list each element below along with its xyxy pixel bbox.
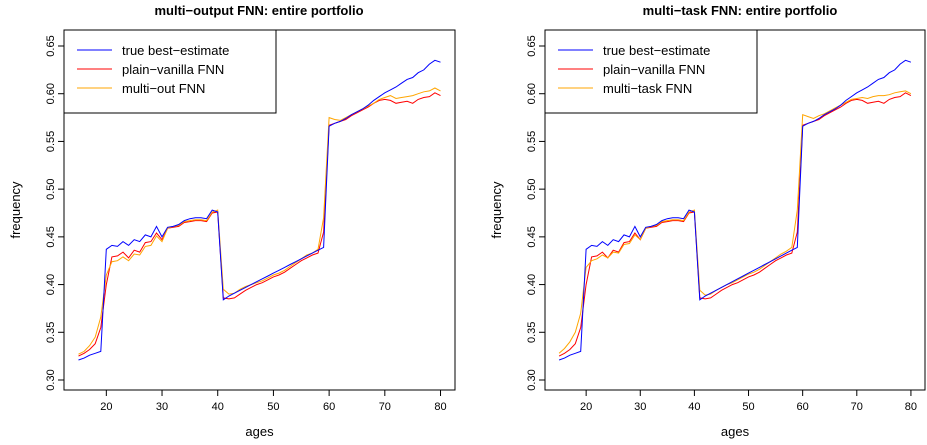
y-tick-label: 0.30 xyxy=(526,369,538,390)
legend-label: true best−estimate xyxy=(603,43,710,58)
x-tick-label: 30 xyxy=(634,401,646,413)
x-tick-label: 70 xyxy=(851,401,863,413)
y-tick-label: 0.50 xyxy=(526,178,538,199)
legend-label: plain−vanilla FNN xyxy=(122,62,224,77)
x-tick-label: 40 xyxy=(212,401,224,413)
x-tick-label: 50 xyxy=(267,401,279,413)
y-tick-label: 0.55 xyxy=(45,131,57,152)
y-tick-label: 0.40 xyxy=(526,274,538,295)
y-axis-label: frequency xyxy=(8,181,23,239)
y-tick-label: 0.35 xyxy=(526,322,538,343)
series-line-1 xyxy=(558,59,912,361)
x-tick-label: 70 xyxy=(379,401,391,413)
x-tick-label: 30 xyxy=(156,401,168,413)
legend-label: plain−vanilla FNN xyxy=(603,62,705,77)
y-tick-label: 0.55 xyxy=(526,131,538,152)
x-tick-label: 60 xyxy=(323,401,335,413)
x-axis-label: ages xyxy=(245,424,274,439)
chart-panel-1: multi−output FNN: entire portfolio 20 30 40… xyxy=(8,3,456,439)
x-tick-label: 80 xyxy=(434,401,446,413)
x-axis-label: ages xyxy=(721,424,750,439)
legend-label: multi−out FNN xyxy=(122,81,205,96)
chart-title: multi−task FNN: entire portfolio xyxy=(643,3,838,18)
y-tick-label: 0.45 xyxy=(526,226,538,247)
legend-label: true best−estimate xyxy=(122,43,229,58)
x-tick-label: 20 xyxy=(100,401,112,413)
y-tick-label: 0.60 xyxy=(526,83,538,104)
y-tick-label: 0.65 xyxy=(526,35,538,56)
x-tick-label: 40 xyxy=(688,401,700,413)
legend-box xyxy=(63,29,277,114)
legend-label: multi−task FNN xyxy=(603,81,692,96)
y-tick-label: 0.45 xyxy=(45,226,57,247)
x-tick-label: 50 xyxy=(742,401,754,413)
series-line-3 xyxy=(78,87,441,355)
y-axis-label: frequency xyxy=(489,181,504,239)
x-tick-label: 80 xyxy=(905,401,917,413)
y-tick-label: 0.40 xyxy=(45,274,57,295)
y-tick-label: 0.35 xyxy=(45,322,57,343)
series-line-2 xyxy=(558,92,912,357)
series-line-2 xyxy=(78,92,441,357)
legend-box xyxy=(544,29,758,114)
chart-title: multi−output FNN: entire portfolio xyxy=(154,3,363,18)
y-tick-label: 0.30 xyxy=(45,369,57,390)
y-tick-label: 0.60 xyxy=(45,83,57,104)
chart-panel-2: multi−task FNN: entire portfolio 20 30 40 50… xyxy=(489,3,926,439)
series-line-1 xyxy=(78,59,441,361)
x-tick-label: 60 xyxy=(797,401,809,413)
x-tick-label: 20 xyxy=(580,401,592,413)
series-line-3 xyxy=(558,90,912,354)
y-tick-label: 0.65 xyxy=(45,35,57,56)
y-tick-label: 0.50 xyxy=(45,178,57,199)
